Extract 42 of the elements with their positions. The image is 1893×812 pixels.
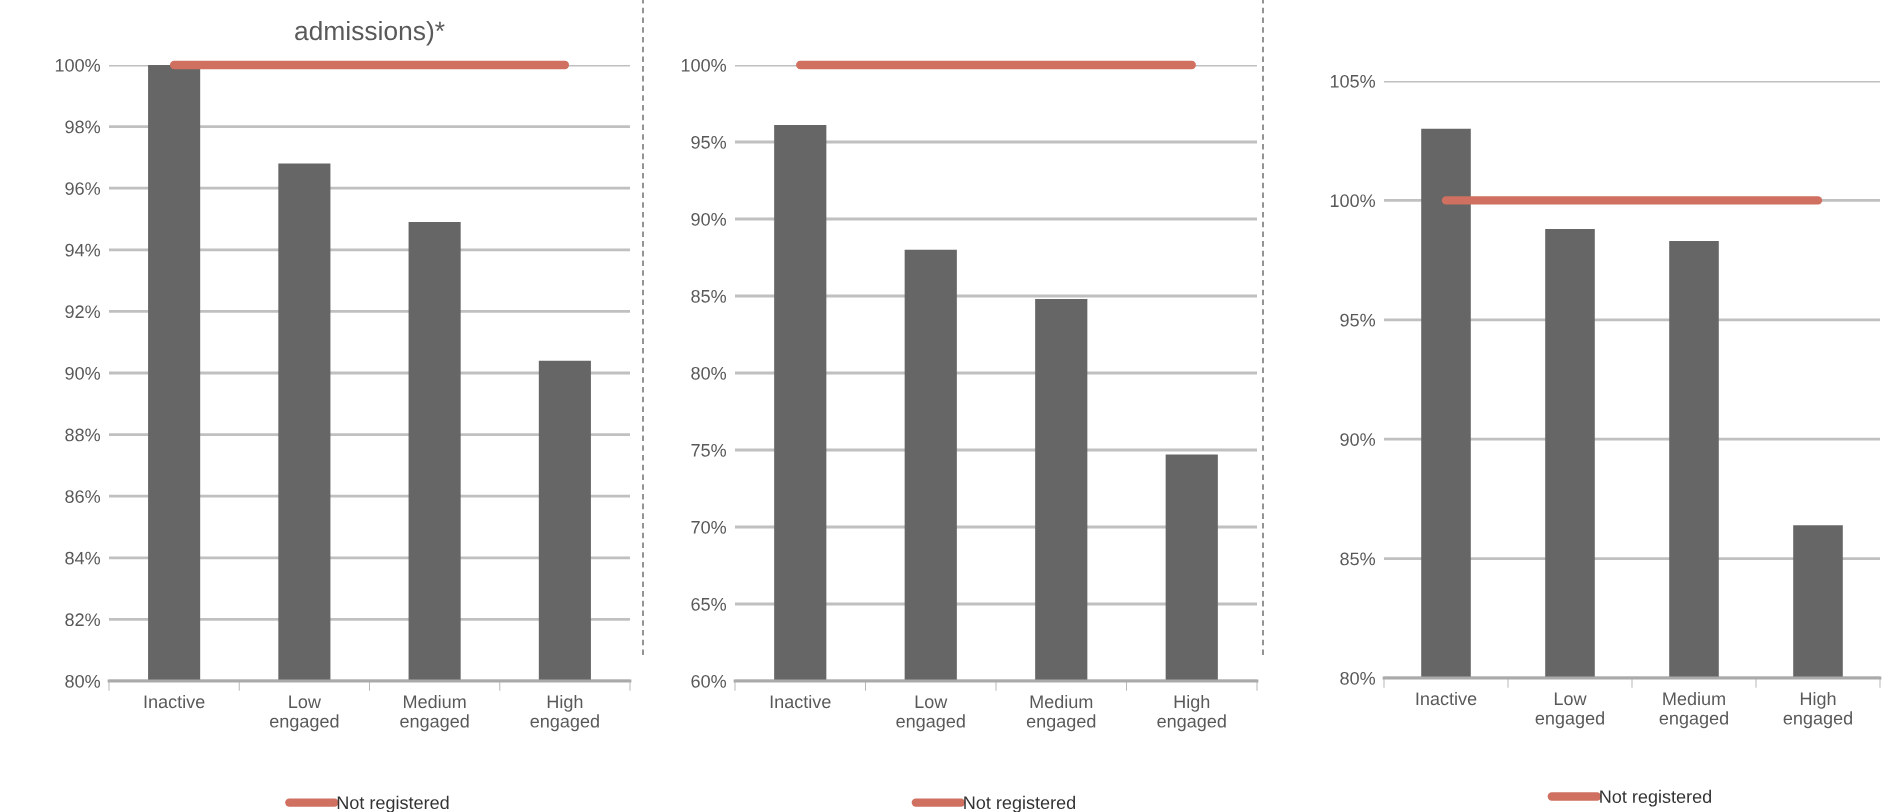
y-tick-label: 100% bbox=[681, 58, 727, 72]
x-tick-label: Inactive bbox=[770, 694, 831, 709]
chart-title: admissions)* bbox=[295, 20, 445, 46]
y-tick-label: 100% bbox=[55, 58, 101, 72]
y-tick-label: 100% bbox=[1330, 194, 1376, 208]
y-tick-label: 90% bbox=[65, 366, 101, 380]
y-tick-label: 92% bbox=[65, 305, 101, 319]
y-tick-label: 96% bbox=[65, 182, 101, 195]
legend-label: Not registered bbox=[964, 795, 1076, 812]
y-tick-label: 80% bbox=[691, 366, 727, 380]
legend-label: Not registered bbox=[337, 795, 449, 812]
y-tick-label: 82% bbox=[65, 613, 101, 627]
y-tick-label: 95% bbox=[691, 135, 727, 149]
y-tick-label: 95% bbox=[1340, 313, 1376, 327]
y-tick-label: 65% bbox=[691, 597, 727, 611]
legend-label: Not registered bbox=[1600, 789, 1712, 807]
x-tick-label: Medium engaged bbox=[1026, 694, 1096, 732]
x-tick-label: Medium engaged bbox=[1659, 691, 1728, 729]
y-tick-label: 60% bbox=[691, 674, 727, 688]
y-tick-label: 70% bbox=[691, 520, 727, 534]
x-tick-label: Medium engaged bbox=[400, 694, 469, 732]
y-tick-label: 85% bbox=[691, 289, 727, 303]
x-tick-label: High engaged bbox=[530, 694, 599, 732]
x-tick-label: Low engaged bbox=[1535, 692, 1604, 729]
x-tick-label: High engaged bbox=[1157, 694, 1226, 732]
y-tick-label: 80% bbox=[1340, 671, 1376, 685]
x-tick-label: High engaged bbox=[1783, 691, 1852, 729]
y-tick-label: 86% bbox=[65, 490, 101, 503]
y-tick-label: 88% bbox=[65, 428, 101, 442]
y-tick-label: 105% bbox=[1330, 74, 1376, 88]
x-tick-label: Low engaged bbox=[896, 695, 965, 732]
x-tick-label: Inactive bbox=[144, 694, 205, 709]
y-tick-label: 98% bbox=[65, 120, 101, 134]
y-tick-label: 75% bbox=[691, 444, 727, 457]
y-tick-label: 85% bbox=[1340, 552, 1376, 566]
x-tick-label: Inactive bbox=[1416, 691, 1477, 706]
y-tick-label: 90% bbox=[691, 212, 727, 226]
y-tick-label: 90% bbox=[1340, 433, 1376, 446]
y-tick-label: 84% bbox=[65, 551, 101, 565]
y-tick-label: 80% bbox=[65, 674, 101, 688]
x-tick-label: Low engaged bbox=[270, 695, 339, 732]
y-tick-label: 94% bbox=[65, 243, 101, 257]
